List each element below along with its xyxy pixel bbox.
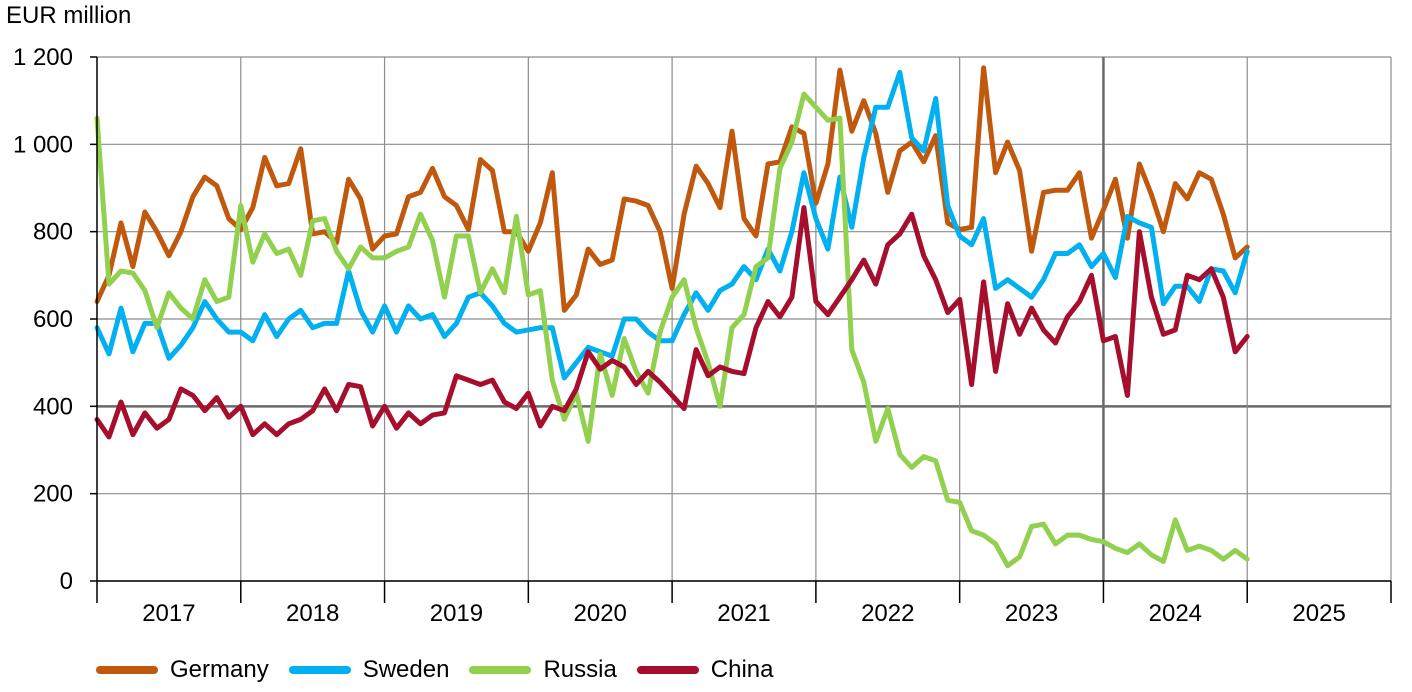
legend-swatch-china — [636, 666, 699, 674]
x-tick-label: 2017 — [142, 600, 195, 627]
x-tick-label: 2020 — [574, 600, 627, 627]
y-tick-label: 0 — [60, 568, 73, 595]
series-line-china — [94, 205, 1250, 440]
x-tick-label: 2018 — [286, 600, 339, 627]
series-line-sweden — [94, 69, 1250, 381]
y-tick-label: 200 — [33, 481, 73, 508]
series-line-russia — [94, 91, 1250, 569]
legend-swatch-sweden — [288, 666, 351, 674]
legend-item-china[interactable]: China — [636, 656, 774, 684]
legend-item-germany[interactable]: Germany — [96, 656, 269, 684]
y-tick-label: 800 — [33, 219, 73, 246]
x-tick-label: 2019 — [430, 600, 483, 627]
x-tick-label: 2024 — [1149, 600, 1202, 627]
y-tick-label: 400 — [33, 393, 73, 420]
y-tick-label: 1 000 — [13, 131, 73, 158]
series-layer — [94, 65, 1250, 569]
y-axis-unit-label: EUR million — [6, 2, 132, 29]
x-tick-label: 2022 — [861, 600, 914, 627]
y-tick-label: 600 — [33, 306, 73, 333]
legend-item-russia[interactable]: Russia — [469, 656, 617, 684]
legend-swatch-germany — [96, 666, 158, 674]
legend-label-sweden: Sweden — [362, 656, 450, 683]
chart-legend: Germany Sweden Russia China — [96, 656, 794, 684]
legend-item-sweden[interactable]: Sweden — [288, 656, 450, 684]
line-chart: 0 200 400 600 800 1 000 1 200 2017 2018 2019 2020 2… — [13, 44, 1392, 627]
legend-swatch-russia — [469, 666, 532, 674]
legend-label-china: China — [710, 656, 774, 683]
x-tick-label: 2021 — [717, 600, 770, 627]
series-line-germany — [94, 65, 1250, 313]
legend-label-germany: Germany — [170, 656, 269, 683]
x-tick-label: 2025 — [1292, 600, 1345, 627]
legend-label-russia: Russia — [543, 656, 617, 683]
y-tick-label: 1 200 — [13, 44, 73, 71]
axis-layer: 0 200 400 600 800 1 000 1 200 2017 2018 2019 2020 2… — [13, 44, 1392, 627]
x-tick-label: 2023 — [1005, 600, 1058, 627]
